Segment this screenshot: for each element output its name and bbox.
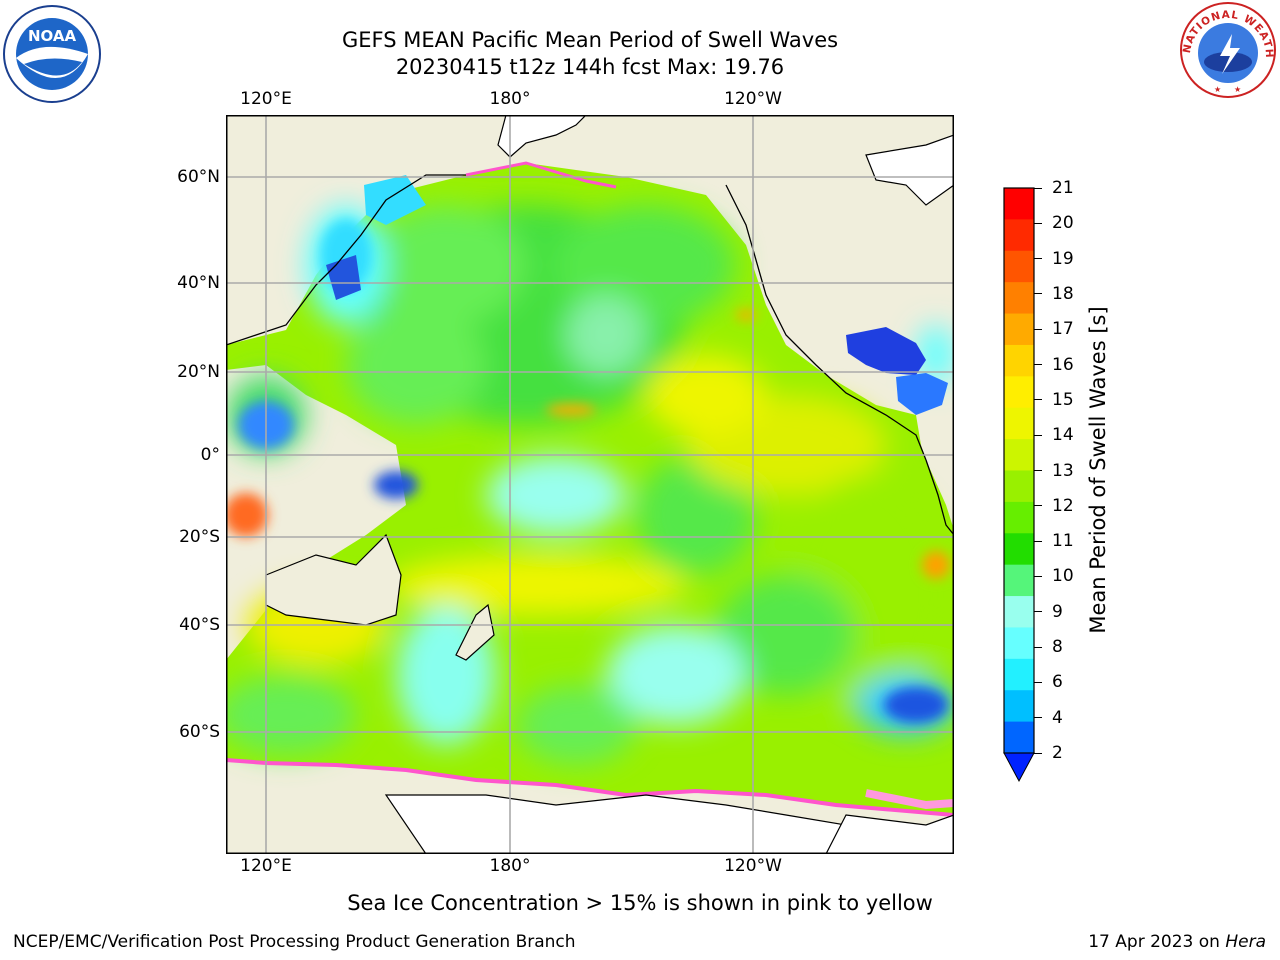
colorbar-tick-mark — [1034, 717, 1042, 719]
colorbar-tick-mark — [1034, 505, 1042, 507]
land-siberia-alaska — [497, 115, 587, 158]
lon-label-bottom-120e: 120°E — [240, 856, 292, 876]
land-antarctica — [384, 794, 848, 854]
colorbar-segment — [1004, 627, 1034, 660]
ocean-swell-field — [226, 163, 954, 815]
lat-label-equator: 0° — [200, 445, 220, 465]
lat-label-20s: 20°S — [179, 527, 220, 547]
lat-label-40s: 40°S — [179, 615, 220, 635]
caribbean-sea — [896, 373, 948, 415]
colorbar-tick-label: 10 — [1052, 566, 1074, 587]
colorbar-tick-mark — [1034, 222, 1042, 224]
colorbar-segment — [1004, 690, 1034, 723]
colorbar-tick-label: 14 — [1052, 425, 1074, 446]
colorbar-tick-label: 12 — [1052, 495, 1074, 516]
colorbar-tick-label: 20 — [1052, 213, 1074, 234]
colorbar-segment — [1004, 439, 1034, 471]
colorbar-tick-label: 13 — [1052, 460, 1074, 481]
lon-label-top-120e: 120°E — [240, 89, 292, 109]
sea-ice-footnote: Sea Ice Concentration > 15% is shown in … — [347, 891, 933, 915]
colorbar-tick-mark — [1034, 258, 1042, 260]
sea-ice-edge-bering — [465, 161, 617, 189]
colorbar-tick-mark — [1034, 364, 1042, 366]
colorbar-tick-label: 21 — [1052, 178, 1074, 198]
run-date: 17 Apr 2023 on Hera — [1088, 932, 1266, 952]
colorbar-tick-label: 15 — [1052, 389, 1074, 410]
colorbar-segment — [1004, 313, 1034, 346]
gulf-of-mexico — [846, 327, 926, 375]
credit-text: NCEP/EMC/Verification Post Processing Pr… — [13, 932, 576, 952]
colorbar-segment — [1004, 407, 1034, 440]
colorbar-tick-mark — [1034, 187, 1042, 189]
colorbar-tick-label: 6 — [1052, 672, 1063, 693]
colorbar-tick-mark — [1034, 540, 1042, 542]
colorbar-segment — [1004, 533, 1034, 566]
land-australia — [265, 533, 402, 626]
colorbar-tick-label: 17 — [1052, 319, 1074, 340]
lon-label-bottom-120w: 120°W — [724, 856, 782, 876]
colorbar-tick-mark — [1034, 399, 1042, 401]
map-frame — [226, 115, 954, 854]
colorbar-tick-label: 16 — [1052, 354, 1074, 375]
colorbar-tick-mark — [1034, 293, 1042, 295]
land-canada — [865, 134, 954, 206]
run-date-text: 17 Apr 2023 on — [1088, 932, 1226, 952]
colorbar-tick-mark — [1034, 575, 1042, 577]
colorbar-segment — [1004, 188, 1034, 220]
lon-label-top-180: 180° — [489, 89, 531, 109]
colorbar — [1003, 187, 1035, 783]
colorbar-tick-mark — [1034, 470, 1042, 471]
svg-text:★: ★ — [1234, 85, 1241, 94]
colorbar-extend-arrow — [1003, 752, 1035, 783]
land-masses — [265, 115, 954, 854]
map-subtitle: 20230415 t12z 144h fcst Max: 19.76 — [395, 55, 785, 79]
colorbar-segment — [1004, 658, 1034, 691]
lat-label-20n: 20°N — [177, 362, 220, 382]
nws-logo-icon: NATIONAL WEATHER SERVICE ★ ★ — [1178, 0, 1276, 98]
lat-label-60s: 60°S — [179, 722, 220, 742]
colorbar-segment — [1004, 250, 1034, 283]
lat-label-40n: 40°N — [177, 273, 220, 293]
colorbar-tick-label: 4 — [1052, 707, 1063, 728]
sea-ice-edge-south — [226, 758, 954, 817]
colorbar-tick-label: 19 — [1052, 248, 1074, 269]
noaa-logo-icon: NOAA — [3, 5, 101, 103]
lon-label-bottom-180: 180° — [489, 856, 531, 876]
colorbar-segment — [1004, 282, 1034, 315]
colorbar-segment — [1004, 219, 1034, 252]
noaa-logo-text: NOAA — [28, 27, 77, 45]
colorbar-tick-mark — [1034, 434, 1042, 436]
colorbar-tick-mark — [1034, 752, 1042, 754]
colorbar-tick-label: 2 — [1052, 743, 1063, 763]
colorbar-segment — [1004, 564, 1034, 597]
svg-text:★: ★ — [1214, 85, 1221, 94]
colorbar-tick-label: 8 — [1052, 637, 1063, 658]
colorbar-segment — [1004, 721, 1034, 754]
colorbar-tick-label: 11 — [1052, 531, 1074, 552]
graticule — [226, 115, 954, 854]
colorbar-segment — [1004, 344, 1034, 377]
swell-period-map — [226, 115, 954, 854]
lon-label-top-120w: 120°W — [724, 89, 782, 109]
land-antarctica-east — [825, 814, 954, 854]
colorbar-tick-mark — [1034, 328, 1042, 330]
colorbar-tick-mark — [1034, 646, 1042, 648]
colorbar-tick-label: 9 — [1052, 601, 1063, 622]
map-title: GEFS MEAN Pacific Mean Period of Swell W… — [341, 28, 839, 52]
colorbar-segment — [1004, 376, 1034, 409]
colorbar-tick-mark — [1034, 611, 1042, 613]
run-machine: Hera — [1225, 932, 1266, 952]
colorbar-title: Mean Period of Swell Waves [s] — [1086, 306, 1110, 634]
colorbar-segment — [1004, 501, 1034, 534]
colorbar-segment — [1004, 596, 1034, 628]
land-new-zealand — [455, 603, 495, 661]
colorbar-tick-mark — [1034, 681, 1042, 683]
colorbar-segment — [1004, 470, 1034, 503]
lat-label-60n: 60°N — [177, 167, 220, 187]
colorbar-tick-label: 18 — [1052, 283, 1074, 304]
